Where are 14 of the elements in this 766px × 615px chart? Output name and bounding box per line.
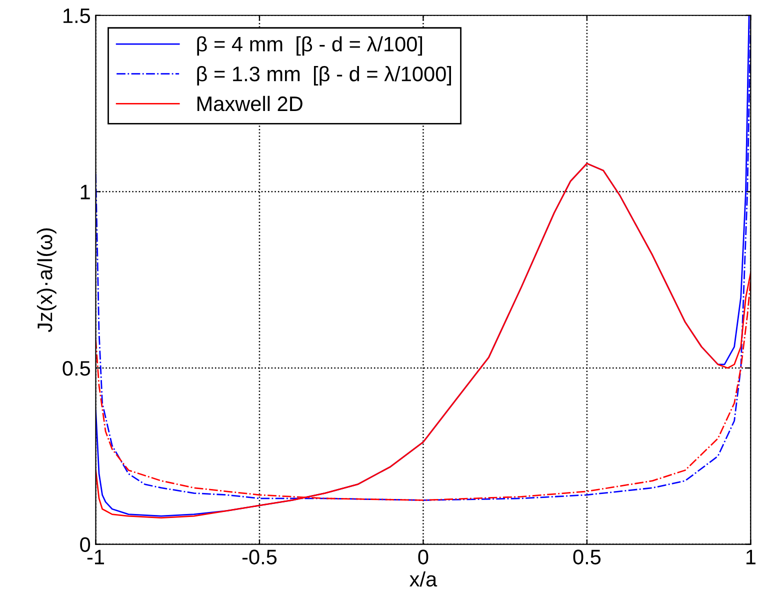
y-tick-label: 1.5 [64, 8, 90, 24]
legend-label: β = 4 mm [β - d = λ/100] [197, 36, 422, 56]
y-tick-label: 1 [80, 184, 90, 200]
y-tick-label: 0.5 [62, 360, 90, 376]
x-tick-label: 1 [746, 550, 756, 564]
x-axis-title: x/a [410, 571, 438, 587]
x-tick-label: 0 [418, 550, 428, 564]
x-tick-label: -1 [87, 550, 104, 564]
legend-label: Maxwell 2D [197, 96, 302, 112]
legend-label: β = 1.3 mm [β - d = λ/1000] [197, 66, 451, 86]
y-axis-title: Jz(x)·a/I(ω) [36, 228, 56, 332]
x-tick-label: -0.5 [242, 550, 277, 564]
x-tick-label: 0.5 [573, 550, 601, 564]
y-tick-label: 0 [80, 537, 90, 552]
